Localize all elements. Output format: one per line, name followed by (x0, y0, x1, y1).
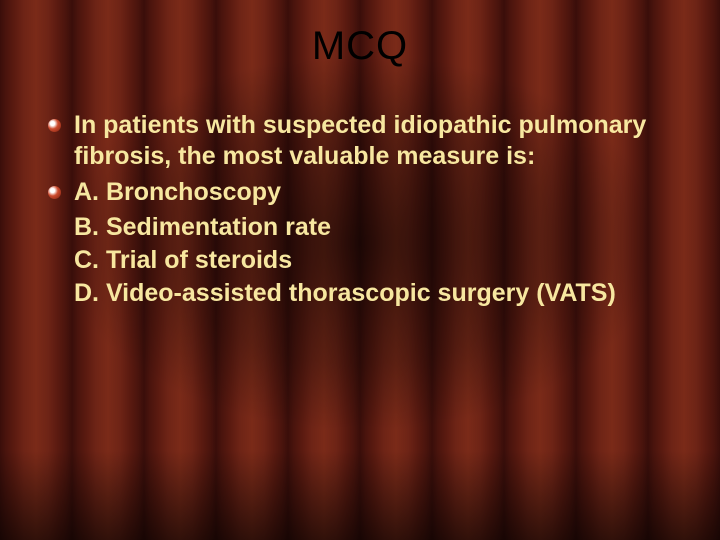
option-c-text: C. Trial of steroids (74, 246, 292, 274)
question-text: In patients with suspected idiopathic pu… (74, 111, 646, 170)
option-a-text: A. Bronchoscopy (74, 178, 281, 206)
option-d: D. Video-assisted thorascopic surgery (V… (48, 278, 680, 309)
question-bullet: In patients with suspected idiopathic pu… (48, 110, 680, 173)
option-a-bullet: A. Bronchoscopy (48, 177, 680, 208)
slide-body: In patients with suspected idiopathic pu… (48, 110, 680, 312)
slide-title: MCQ (0, 24, 720, 69)
option-b-text: B. Sedimentation rate (74, 213, 331, 241)
option-c: C. Trial of steroids (48, 245, 680, 276)
slide: MCQ In patients with suspected idiopathi… (0, 0, 720, 540)
option-d-text: D. Video-assisted thorascopic surgery (V… (74, 279, 616, 307)
bullet-icon (48, 186, 61, 199)
option-b: B. Sedimentation rate (48, 212, 680, 243)
bullet-icon (48, 119, 61, 132)
